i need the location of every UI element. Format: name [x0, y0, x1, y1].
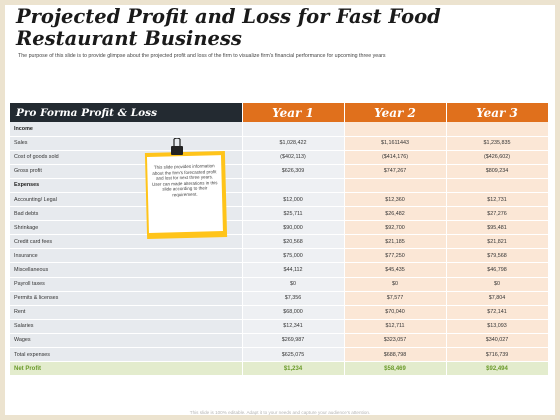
row-label: Payroll taxes	[10, 277, 243, 292]
year-2-value: $12,360	[344, 192, 447, 208]
table-row: Gross profit $626,309 $747,267 $809,234	[10, 164, 549, 179]
year-1-value: $1,234	[242, 361, 345, 377]
row-label: Rent	[10, 305, 243, 320]
title-line-1: Projected Profit and Loss for Fast Food	[16, 5, 441, 28]
year-3-value: $95,481	[446, 220, 549, 236]
year-2-value: $77,250	[344, 248, 447, 264]
year-3-value	[446, 178, 549, 193]
year-1-value: $269,987	[242, 333, 345, 349]
table-row: Net Profit $1,234 $58,469 $92,494	[10, 361, 549, 377]
year-3-value: $7,804	[446, 291, 549, 306]
table-row: Expenses	[10, 178, 549, 193]
year-1-value: $625,075	[242, 347, 345, 363]
row-label: Net Profit	[10, 361, 243, 377]
year-2-value: $1,1611443	[344, 136, 447, 151]
year-2-value: $70,040	[344, 305, 447, 320]
table-header-row: Pro Forma Profit & Loss Year 1 Year 2 Ye…	[10, 103, 549, 122]
table-row: Salaries $12,341 $12,711 $13,093	[10, 319, 549, 334]
year-1-value: $12,341	[242, 319, 345, 334]
year-1-value: $626,309	[242, 164, 345, 179]
table-row: Cost of goods sold ($402,113) ($414,176) ($…	[10, 150, 549, 165]
sticky-note-text: This slide provides information about th…	[146, 155, 223, 233]
table-row: Wages $269,987 $323,057 $340,027	[10, 333, 549, 349]
table-row: Bad debts $25,711 $26,482 $27,276	[10, 206, 549, 222]
year-1-value: $0	[242, 277, 345, 292]
profit-loss-table: Pro Forma Profit & Loss Year 1 Year 2 Ye…	[10, 103, 549, 377]
year-1-value	[242, 178, 345, 193]
table-row: Insurance $75,000 $77,250 $79,568	[10, 248, 549, 264]
year-3-value: $809,234	[446, 164, 549, 179]
table-row: Rent $68,000 $70,040 $72,141	[10, 305, 549, 320]
year-1-value: $25,711	[242, 206, 345, 222]
year-3-value: $79,568	[446, 248, 549, 264]
year-3-value: $12,731	[446, 192, 549, 208]
year-2-value: $92,700	[344, 220, 447, 236]
row-label: Salaries	[10, 319, 243, 334]
year-1-value: $90,000	[242, 220, 345, 236]
year-1-value: $44,112	[242, 262, 345, 278]
slide-footer: This slide is 100% editable. Adapt it to…	[189, 410, 371, 415]
row-label: Sales	[10, 136, 243, 151]
row-label: Credit card fees	[10, 234, 243, 250]
table-row: Income	[10, 122, 549, 137]
row-label: Wages	[10, 333, 243, 349]
binder-clip-icon	[171, 138, 183, 155]
year-2-value: $323,057	[344, 333, 447, 349]
year-3-value: $46,798	[446, 262, 549, 278]
table-row: Total expenses $625,075 $688,798 $716,739	[10, 347, 549, 363]
year-3-value: $0	[446, 277, 549, 292]
year-3-value: $92,494	[446, 361, 549, 377]
row-label: Insurance	[10, 248, 243, 264]
year-1-value	[242, 122, 345, 137]
row-label: Income	[10, 122, 243, 137]
year-2-value: $688,798	[344, 347, 447, 363]
year-1-value: $12,000	[242, 192, 345, 208]
header-year-2: Year 2	[344, 103, 447, 122]
year-2-value: $58,469	[344, 361, 447, 377]
year-2-value: $747,267	[344, 164, 447, 179]
year-1-value: $68,000	[242, 305, 345, 320]
table-row: Permits & licenses $7,356 $7,577 $7,804	[10, 291, 549, 306]
table-row: Credit card fees $20,568 $21,185 $21,821	[10, 234, 549, 250]
table-row: Miscellaneous $44,112 $45,435 $46,798	[10, 262, 549, 278]
table-row: Shrinkage $90,000 $92,700 $95,481	[10, 220, 549, 236]
sticky-note: This slide provides information about th…	[144, 150, 228, 240]
title-line-2: Restaurant Business	[16, 27, 242, 50]
year-2-value: ($414,176)	[344, 150, 447, 165]
year-2-value	[344, 178, 447, 193]
year-3-value: ($426,602)	[446, 150, 549, 165]
year-1-value: $7,356	[242, 291, 345, 306]
table-row: Accounting/ Legal $12,000 $12,360 $12,731	[10, 192, 549, 208]
year-3-value: $340,027	[446, 333, 549, 349]
year-3-value: $72,141	[446, 305, 549, 320]
year-1-value: ($402,113)	[242, 150, 345, 165]
year-2-value: $7,577	[344, 291, 447, 306]
year-3-value: $1,235,835	[446, 136, 549, 151]
year-2-value: $21,185	[344, 234, 447, 250]
year-2-value: $26,482	[344, 206, 447, 222]
year-3-value: $13,093	[446, 319, 549, 334]
year-3-value	[446, 122, 549, 137]
header-pro-forma: Pro Forma Profit & Loss	[10, 103, 243, 122]
year-3-value: $21,821	[446, 234, 549, 250]
slide-subtitle: The purpose of this slide is to provide …	[18, 53, 386, 59]
year-2-value: $45,435	[344, 262, 447, 278]
table-body: Income Sales $1,028,422 $1,1611443 $1,235,83…	[10, 122, 549, 377]
row-label: Miscellaneous	[10, 262, 243, 278]
year-1-value: $20,568	[242, 234, 345, 250]
header-year-1: Year 1	[242, 103, 345, 122]
table-row: Payroll taxes $0 $0 $0	[10, 277, 549, 292]
header-year-3: Year 3	[446, 103, 549, 122]
slide-title: Projected Profit and Loss for Fast Food …	[16, 6, 536, 50]
table-row: Sales $1,028,422 $1,1611443 $1,235,835	[10, 136, 549, 151]
year-1-value: $1,028,422	[242, 136, 345, 151]
year-2-value: $0	[344, 277, 447, 292]
row-label: Total expenses	[10, 347, 243, 363]
year-2-value	[344, 122, 447, 137]
year-2-value: $12,711	[344, 319, 447, 334]
year-3-value: $27,276	[446, 206, 549, 222]
row-label: Permits & licenses	[10, 291, 243, 306]
year-1-value: $75,000	[242, 248, 345, 264]
year-3-value: $716,739	[446, 347, 549, 363]
